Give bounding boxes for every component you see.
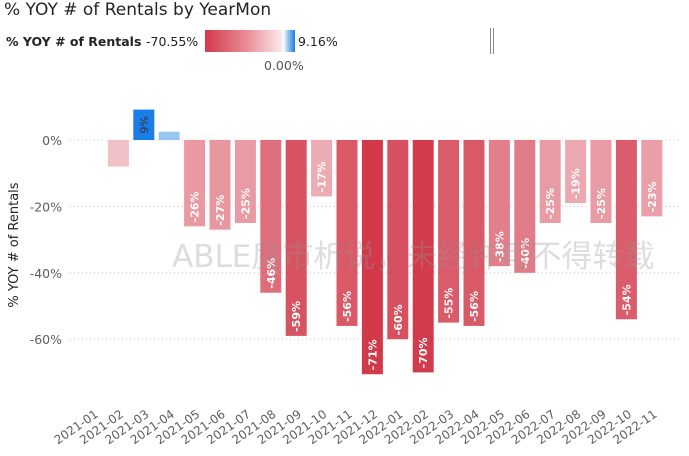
y-tick-label: 0% <box>42 133 62 148</box>
data-label-2022-03: -55% <box>443 288 456 319</box>
bar-2022-08 <box>565 140 587 204</box>
data-label-2021-07: -25% <box>239 188 252 219</box>
watermark: ABLE房市析说，未经许可不得转载 <box>172 239 655 275</box>
data-label-2022-09: -25% <box>595 188 608 219</box>
legend-marker <box>490 28 494 54</box>
bar-2021-11 <box>336 140 358 326</box>
data-label-2022-10: -54% <box>620 284 633 315</box>
bar-2022-09 <box>590 140 612 223</box>
bar-2021-12 <box>361 140 383 375</box>
data-label-2022-05: -38% <box>493 231 506 262</box>
bar-2022-07 <box>539 140 561 223</box>
data-label-2021-06: -27% <box>214 195 227 226</box>
data-label-2022-11: -23% <box>646 181 659 212</box>
data-label-2022-01: -60% <box>392 304 405 335</box>
data-label-2022-04: -56% <box>468 291 481 322</box>
bar-2022-01 <box>387 140 409 340</box>
bar-2021-08 <box>260 140 282 293</box>
bar-2022-02 <box>412 140 434 373</box>
y-tick-label: -60% <box>30 332 62 347</box>
data-label-2022-08: -19% <box>570 168 583 199</box>
bar-2021-02 <box>107 140 129 167</box>
y-axis-title: % YOY # of Rentals <box>7 182 22 307</box>
bar-2022-05 <box>488 140 510 267</box>
data-label-2021-11: -56% <box>341 291 354 322</box>
data-label-2021-05: -26% <box>189 191 202 222</box>
data-label-2021-08: -46% <box>265 258 278 289</box>
data-label-2022-02: -70% <box>417 337 430 368</box>
bar-2022-06 <box>514 140 536 273</box>
data-label-2022-07: -25% <box>544 188 557 219</box>
y-tick-label: -20% <box>30 199 62 214</box>
bar-2021-10 <box>311 140 333 197</box>
legend-label: % YOY # of Rentals <box>6 34 142 49</box>
bar-2021-07 <box>234 140 256 223</box>
bar-2021-09 <box>285 140 307 336</box>
data-label-2021-03: 9% <box>138 116 151 133</box>
legend-min-value: -70.55% <box>146 34 199 49</box>
bar-2022-10 <box>615 140 637 320</box>
data-label-2021-09: -59% <box>290 301 303 332</box>
data-label-2021-12: -71% <box>366 339 379 370</box>
legend-mid-value: 0.00% <box>264 58 304 73</box>
bar-2022-11 <box>641 140 663 217</box>
data-label-2021-10: -17% <box>316 162 329 193</box>
bar-2021-03 <box>133 109 155 140</box>
bar-2021-06 <box>209 140 231 230</box>
legend-max-value: 9.16% <box>298 34 338 49</box>
bar-2022-04 <box>463 140 485 326</box>
color-legend: % YOY # of Rentals -70.55% 9.16% 0.00% <box>0 28 689 75</box>
bar-2021-05 <box>184 140 206 227</box>
bar-2021-04 <box>158 131 180 140</box>
legend-gradient-bar <box>205 28 494 54</box>
bar-2022-03 <box>438 140 460 323</box>
y-tick-label: -40% <box>30 266 62 281</box>
chart-title: % YOY # of Rentals by YearMon <box>4 0 272 20</box>
data-label-2022-06: -40% <box>519 238 532 269</box>
